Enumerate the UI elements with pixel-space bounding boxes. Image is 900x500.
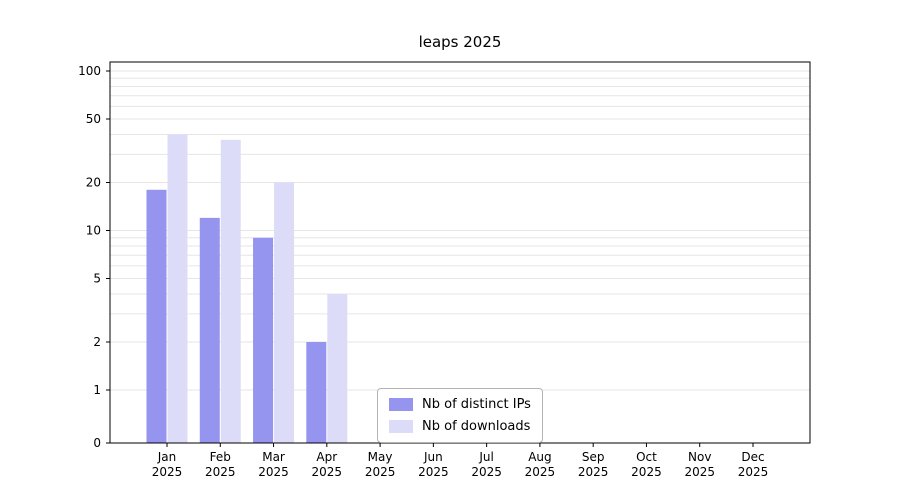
bar-distinct-ips (253, 237, 274, 443)
y-tick-label: 10 (86, 224, 101, 238)
x-tick-label-month: Oct (636, 450, 657, 464)
bar-downloads (274, 182, 295, 443)
x-tick-label-month: Feb (210, 450, 231, 464)
bar-downloads (220, 139, 241, 443)
bar-distinct-ips (306, 341, 327, 443)
x-tick-label-year: 2025 (738, 465, 769, 479)
x-tick-label-year: 2025 (418, 465, 449, 479)
axis-frame (109, 61, 811, 444)
x-tick-label-month: Apr (316, 450, 337, 464)
legend-swatch-downloads (389, 420, 413, 433)
x-tick-label-month: Jan (157, 450, 177, 464)
x-tick-label-month: Jun (423, 450, 443, 464)
x-tick-label-year: 2025 (365, 465, 396, 479)
legend: Nb of distinct IPs Nb of downloads (377, 388, 543, 443)
x-tick-label-year: 2025 (205, 465, 236, 479)
legend-item-distinct-ips: Nb of distinct IPs (389, 397, 531, 412)
legend-label-distinct-ips: Nb of distinct IPs (422, 397, 531, 412)
x-tick-label-year: 2025 (471, 465, 502, 479)
bar-downloads (167, 134, 188, 443)
bar-downloads (327, 293, 348, 443)
bar-distinct-ips (199, 217, 220, 443)
x-tick-label-year: 2025 (525, 465, 556, 479)
x-tick-label-month: Jul (478, 450, 493, 464)
x-tick-label-month: Sep (582, 450, 605, 464)
y-tick-label: 5 (93, 272, 101, 286)
x-tick-label-month: Dec (741, 450, 764, 464)
x-tick-label-month: Mar (262, 450, 285, 464)
x-tick-label-year: 2025 (312, 465, 343, 479)
x-tick-label-year: 2025 (684, 465, 715, 479)
x-tick-label-year: 2025 (258, 465, 289, 479)
y-tick-label: 20 (86, 175, 101, 189)
bar-distinct-ips (146, 189, 167, 443)
x-tick-label-month: Aug (528, 450, 551, 464)
y-tick-label: 100 (78, 64, 101, 78)
legend-label-downloads: Nb of downloads (422, 419, 531, 434)
y-tick-label: 50 (86, 112, 101, 126)
x-tick-label-year: 2025 (578, 465, 609, 479)
legend-item-downloads: Nb of downloads (389, 419, 531, 434)
y-tick-label: 1 (93, 383, 101, 397)
chart-title: leaps 2025 (418, 33, 502, 51)
x-tick-label-month: May (368, 450, 393, 464)
x-tick-label-year: 2025 (631, 465, 662, 479)
x-tick-label-month: Nov (688, 450, 711, 464)
legend-swatch-distinct-ips (389, 398, 413, 411)
y-tick-label: 0 (93, 436, 101, 450)
x-tick-label-year: 2025 (152, 465, 183, 479)
y-tick-label: 2 (93, 335, 101, 349)
